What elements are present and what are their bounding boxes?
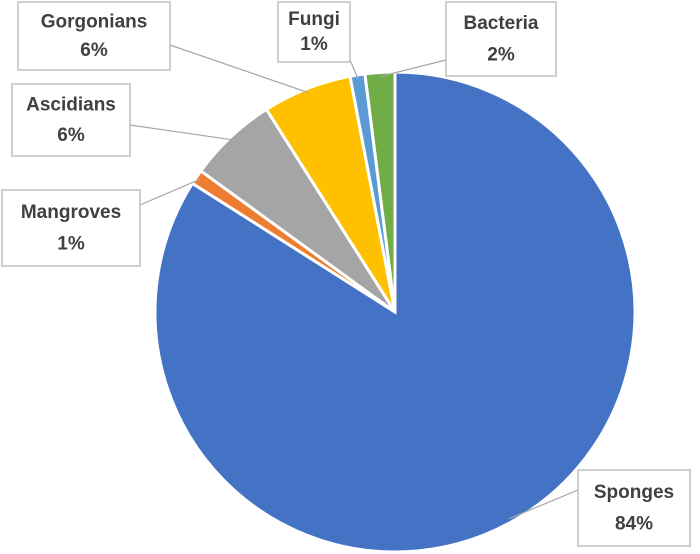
- value-label: 2%: [487, 44, 515, 65]
- label-box: [577, 469, 691, 547]
- category-label: Bacteria: [464, 13, 539, 34]
- value-label: 84%: [615, 514, 653, 535]
- label-box: [277, 1, 351, 63]
- label-box: [1, 189, 141, 267]
- leader-line: [129, 124, 234, 141]
- category-label: Fungi: [288, 9, 340, 30]
- label-box: [11, 83, 131, 157]
- value-label: 6%: [80, 40, 108, 61]
- leader-line: [349, 59, 359, 80]
- value-label: 1%: [300, 34, 328, 55]
- category-label: Ascidians: [26, 95, 116, 116]
- category-label: Gorgonians: [41, 11, 148, 32]
- category-label: Mangroves: [21, 202, 121, 223]
- leader-line: [508, 489, 579, 520]
- value-label: 1%: [57, 234, 85, 255]
- leader-line: [139, 178, 201, 206]
- value-label: 6%: [57, 125, 85, 146]
- pie-slice: [363, 70, 397, 313]
- label-box: [445, 1, 557, 77]
- leader-line: [380, 59, 447, 78]
- leader-line: [169, 44, 309, 94]
- category-label: Sponges: [594, 482, 674, 503]
- label-box: [17, 1, 171, 71]
